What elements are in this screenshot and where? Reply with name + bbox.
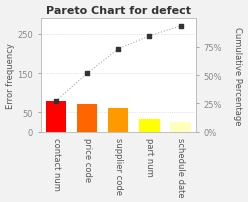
Title: Pareto Chart for defect: Pareto Chart for defect <box>46 5 191 16</box>
Point <box>85 72 89 75</box>
Bar <box>108 108 128 132</box>
Point <box>116 48 120 51</box>
Bar <box>77 105 97 132</box>
Point <box>54 99 58 103</box>
Y-axis label: Cumulative Percentage: Cumulative Percentage <box>233 27 243 125</box>
Point <box>148 35 152 38</box>
Point <box>179 25 183 28</box>
Bar <box>139 119 159 132</box>
Bar <box>170 123 191 132</box>
Bar <box>46 101 66 132</box>
Y-axis label: Error frequency: Error frequency <box>5 43 15 108</box>
